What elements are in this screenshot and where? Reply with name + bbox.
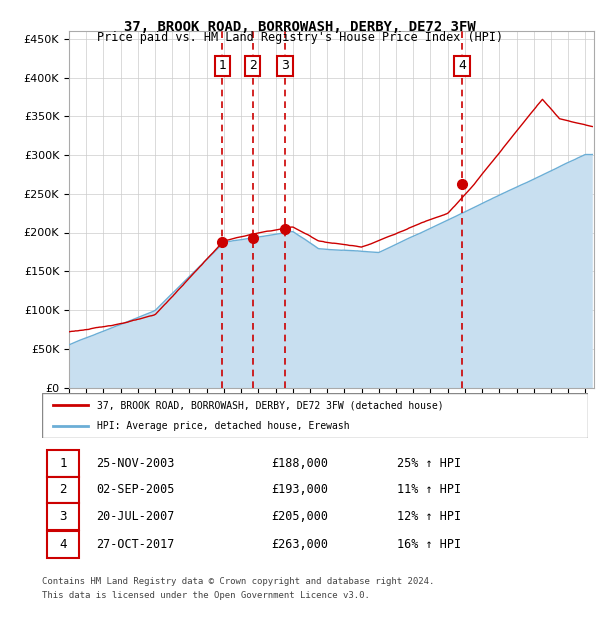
- Text: HPI: Average price, detached house, Erewash: HPI: Average price, detached house, Erew…: [97, 421, 349, 431]
- Text: 3: 3: [281, 60, 289, 73]
- FancyBboxPatch shape: [42, 393, 588, 438]
- FancyBboxPatch shape: [47, 477, 79, 503]
- Text: £193,000: £193,000: [271, 484, 328, 497]
- Text: 16% ↑ HPI: 16% ↑ HPI: [397, 538, 461, 551]
- Text: 3: 3: [59, 510, 67, 523]
- Text: £205,000: £205,000: [271, 510, 328, 523]
- Text: 2: 2: [249, 60, 257, 73]
- Text: 37, BROOK ROAD, BORROWASH, DERBY, DE72 3FW: 37, BROOK ROAD, BORROWASH, DERBY, DE72 3…: [124, 20, 476, 34]
- Text: 11% ↑ HPI: 11% ↑ HPI: [397, 484, 461, 497]
- FancyBboxPatch shape: [47, 450, 79, 477]
- Text: Price paid vs. HM Land Registry's House Price Index (HPI): Price paid vs. HM Land Registry's House …: [97, 31, 503, 44]
- FancyBboxPatch shape: [47, 503, 79, 530]
- Text: 1: 1: [59, 457, 67, 470]
- Text: £263,000: £263,000: [271, 538, 328, 551]
- Text: 27-OCT-2017: 27-OCT-2017: [97, 538, 175, 551]
- Text: 1: 1: [218, 60, 226, 73]
- Text: 12% ↑ HPI: 12% ↑ HPI: [397, 510, 461, 523]
- Text: £188,000: £188,000: [271, 457, 328, 470]
- Text: 4: 4: [458, 60, 466, 73]
- Text: 4: 4: [59, 538, 67, 551]
- Text: 2: 2: [59, 484, 67, 497]
- Text: Contains HM Land Registry data © Crown copyright and database right 2024.: Contains HM Land Registry data © Crown c…: [42, 577, 434, 586]
- Text: 25-NOV-2003: 25-NOV-2003: [97, 457, 175, 470]
- Text: 20-JUL-2007: 20-JUL-2007: [97, 510, 175, 523]
- Text: 37, BROOK ROAD, BORROWASH, DERBY, DE72 3FW (detached house): 37, BROOK ROAD, BORROWASH, DERBY, DE72 3…: [97, 401, 443, 410]
- Text: 25% ↑ HPI: 25% ↑ HPI: [397, 457, 461, 470]
- Text: This data is licensed under the Open Government Licence v3.0.: This data is licensed under the Open Gov…: [42, 591, 370, 600]
- FancyBboxPatch shape: [47, 531, 79, 558]
- Text: 02-SEP-2005: 02-SEP-2005: [97, 484, 175, 497]
